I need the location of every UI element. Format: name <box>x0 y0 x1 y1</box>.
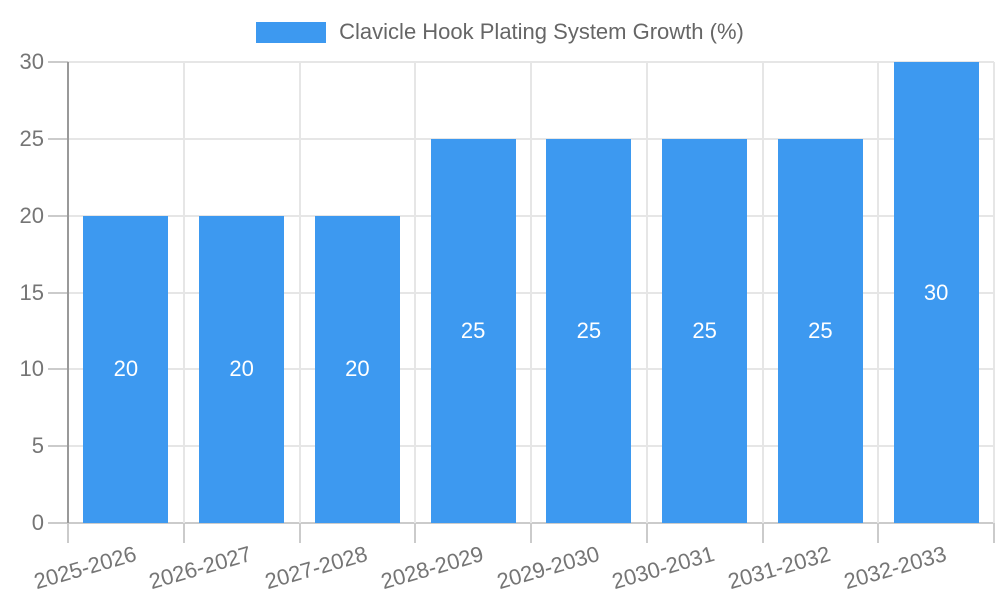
x-axis-tick <box>761 523 764 543</box>
bar[interactable] <box>546 138 632 523</box>
v-gridline <box>414 62 417 523</box>
bar-value-label: 25 <box>692 317 717 343</box>
v-gridline <box>530 62 532 523</box>
x-tick-label: 2029-2030 <box>493 541 602 595</box>
bar[interactable] <box>314 215 400 523</box>
x-tick-label: 2026-2027 <box>146 541 255 595</box>
y-tick-label: 20 <box>19 202 44 228</box>
y-tick-label: 10 <box>19 356 44 382</box>
legend-title: Clavicle Hook Plating System Growth (%) <box>339 19 744 44</box>
y-axis-tick <box>48 214 68 217</box>
bar-value-label: 20 <box>229 356 254 382</box>
bar[interactable] <box>83 215 169 523</box>
x-tick-label: 2028-2029 <box>377 541 487 595</box>
y-axis-tick <box>48 445 68 448</box>
bar[interactable] <box>777 138 863 523</box>
bar[interactable] <box>199 215 285 523</box>
y-tick-label: 5 <box>31 433 44 459</box>
v-gridline <box>182 62 185 523</box>
bar[interactable] <box>893 62 979 523</box>
x-axis-tick <box>182 523 185 543</box>
v-gridline <box>761 62 764 523</box>
x-tick-label: 2030-2031 <box>609 541 718 595</box>
x-tick-label: 2032-2033 <box>840 541 950 595</box>
bar-value-label: 25 <box>460 317 486 343</box>
x-tick-label: 2027-2028 <box>262 541 371 595</box>
y-tick-label: 15 <box>19 279 44 305</box>
y-axis-tick <box>48 61 68 63</box>
x-axis-tick <box>414 523 417 543</box>
x-tick-label: 2025-2026 <box>30 541 139 595</box>
y-axis-tick <box>48 291 68 294</box>
v-gridline <box>298 62 301 523</box>
bar[interactable] <box>430 138 516 523</box>
x-tick-label: 2031-2032 <box>725 541 834 595</box>
chart-legend[interactable]: Clavicle Hook Plating System Growth (%) <box>0 20 1000 44</box>
x-axis-tick <box>298 523 301 543</box>
x-axis-tick <box>993 523 995 543</box>
x-axis-tick <box>645 523 648 543</box>
bar-value-label: 30 <box>923 279 949 305</box>
bar-value-label: 20 <box>345 356 370 382</box>
y-axis-tick <box>48 368 68 371</box>
x-axis-tick <box>530 523 532 543</box>
y-tick-label: 30 <box>19 49 44 74</box>
bar-value-label: 20 <box>113 356 139 382</box>
x-axis-tick <box>877 523 880 543</box>
v-gridline <box>877 62 880 523</box>
legend-swatch <box>256 21 327 43</box>
y-axis-tick <box>48 522 68 524</box>
x-axis-tick <box>67 523 69 543</box>
v-gridline <box>993 62 995 523</box>
y-tick-label: 25 <box>19 125 44 151</box>
y-axis-line <box>67 62 69 523</box>
y-axis-tick <box>48 137 68 140</box>
v-gridline <box>645 62 648 523</box>
bar[interactable] <box>662 138 748 523</box>
y-tick-label: 0 <box>31 510 44 535</box>
bar-value-label: 25 <box>808 317 833 343</box>
bar-value-label: 25 <box>576 317 602 343</box>
